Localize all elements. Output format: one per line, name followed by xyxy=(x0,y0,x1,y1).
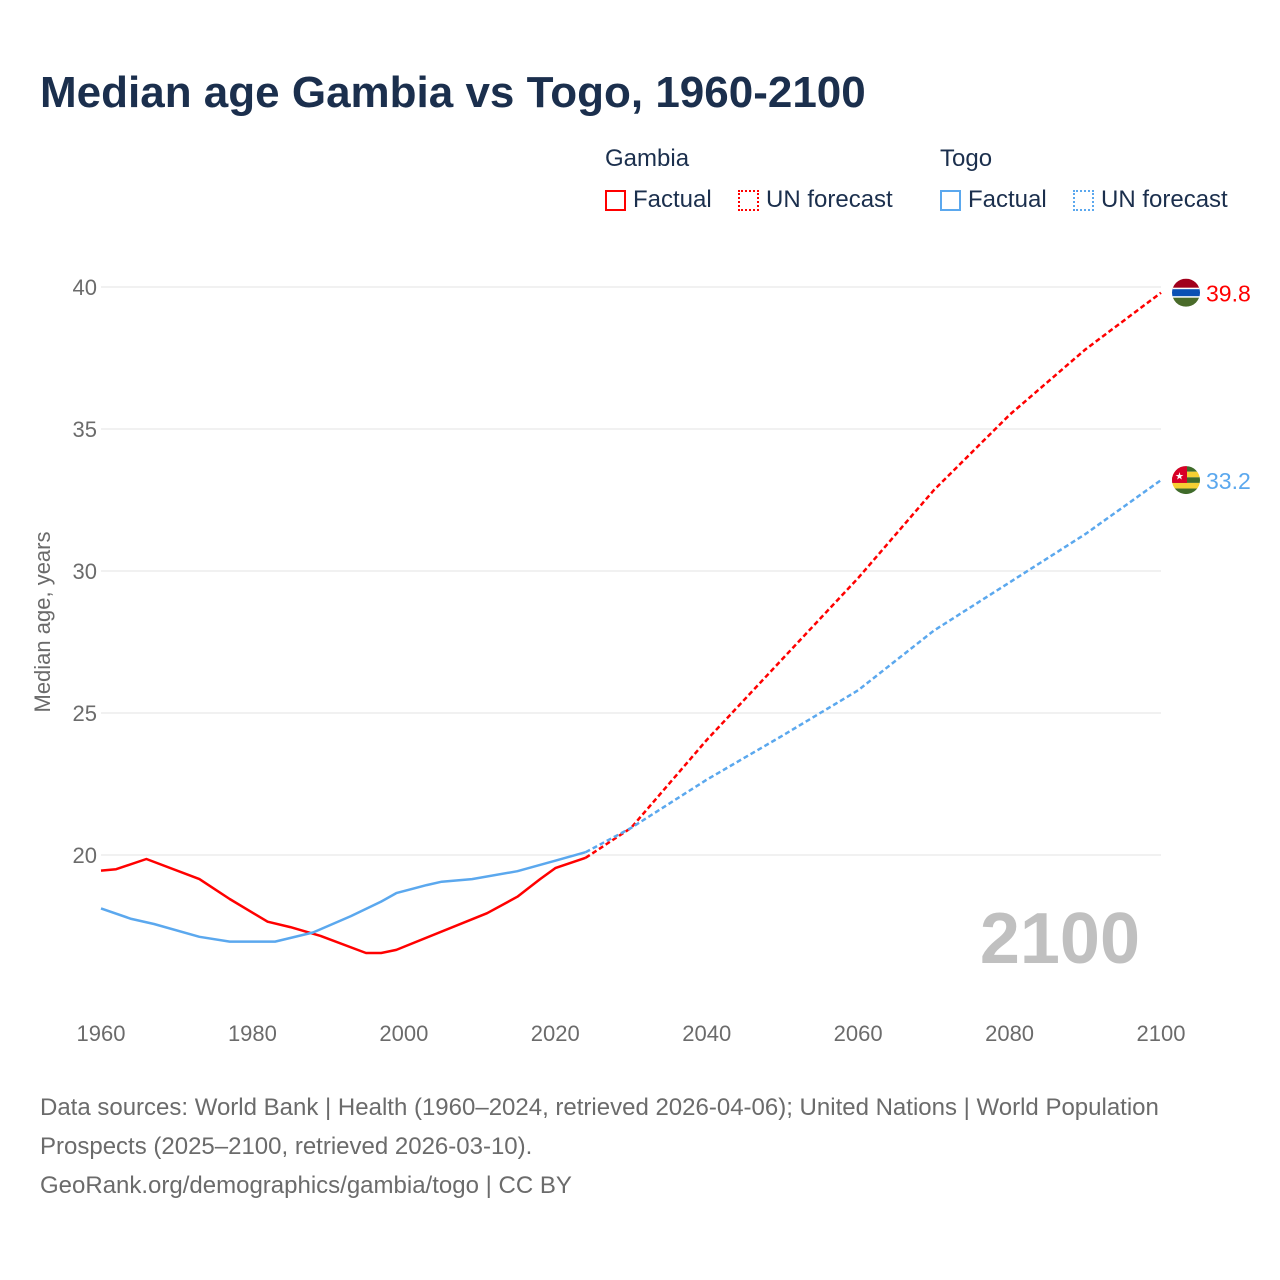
legend-label: Factual xyxy=(968,186,1047,213)
x-tick-label: 2000 xyxy=(379,1021,428,1046)
legend-label: UN forecast xyxy=(766,186,893,213)
y-tick-label: 35 xyxy=(73,417,97,442)
x-tick-label: 2080 xyxy=(985,1021,1034,1046)
svg-text:★: ★ xyxy=(1175,472,1184,483)
year-watermark: 2100 xyxy=(980,899,1140,979)
legend-gambia-factual[interactable]: Factual xyxy=(605,186,712,214)
legend-togo-factual[interactable]: Factual xyxy=(940,186,1047,214)
legend-gambia-forecast[interactable]: UN forecast xyxy=(738,186,893,214)
x-tick-label: 2020 xyxy=(531,1021,580,1046)
end-value-label: 39.8 xyxy=(1206,281,1251,307)
page-title: Median age Gambia vs Togo, 1960-2100 xyxy=(40,68,866,117)
y-tick-label: 40 xyxy=(73,275,97,300)
x-tick-label: 2040 xyxy=(682,1021,731,1046)
series-line-gambia-forecast xyxy=(584,291,1162,859)
series-line-togo-forecast xyxy=(585,479,1162,854)
series-line-togo-factual xyxy=(100,850,586,943)
y-tick-label: 30 xyxy=(73,559,97,584)
data-sources: Data sources: World Bank | Health (1960–… xyxy=(40,1094,1159,1160)
x-tick-label: 1960 xyxy=(77,1021,126,1046)
legend-togo-forecast[interactable]: UN forecast xyxy=(1073,186,1228,214)
legend-swatch-solid xyxy=(940,189,961,211)
series-line-gambia-factual xyxy=(100,856,587,955)
flag-togo-icon: ★ xyxy=(1172,466,1200,495)
x-tick-label: 2100 xyxy=(1137,1021,1186,1046)
legend-swatch-solid xyxy=(605,189,626,211)
source-link[interactable]: GeoRank.org/demographics/gambia/togo | C… xyxy=(40,1172,572,1199)
x-tick-label: 1980 xyxy=(228,1021,277,1046)
legend-swatch-dotted xyxy=(1073,189,1094,211)
footer: Data sources: World Bank | Health (1960–… xyxy=(40,1088,1220,1205)
x-tick-label: 2060 xyxy=(834,1021,883,1046)
legend-label: Factual xyxy=(633,186,712,213)
flag-gambia-icon xyxy=(1172,278,1200,307)
legend-label: UN forecast xyxy=(1101,186,1228,213)
legend-group-togo: Togo xyxy=(940,145,993,172)
y-tick-label: 25 xyxy=(73,701,97,726)
legend-group-gambia: Gambia xyxy=(605,145,690,172)
legend-swatch-dotted xyxy=(738,189,759,211)
end-value-label: 33.2 xyxy=(1206,468,1251,494)
y-axis-label: Median age, years xyxy=(30,532,55,713)
y-tick-label: 20 xyxy=(73,843,97,868)
